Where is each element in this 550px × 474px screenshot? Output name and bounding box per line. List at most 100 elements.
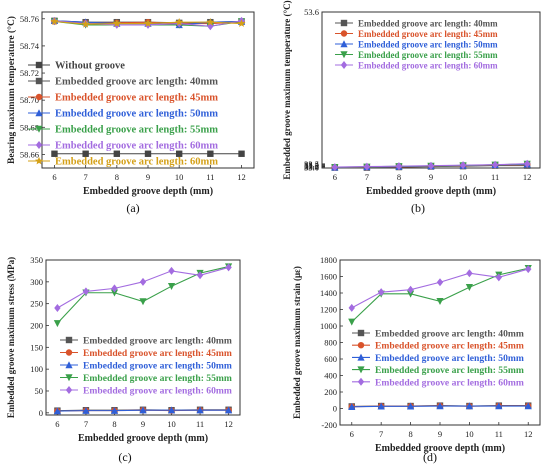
legend-marker <box>340 30 348 37</box>
data-point <box>436 402 444 410</box>
data-point <box>144 19 152 27</box>
legend: Embedded groove arc length: 40mmEmbedded… <box>60 336 232 397</box>
x-tick-label: 7 <box>365 172 369 182</box>
legend-marker <box>340 61 348 69</box>
data-series <box>331 159 531 172</box>
legend-marker <box>35 109 43 117</box>
legend-marker <box>35 125 43 133</box>
data-point <box>112 19 121 27</box>
y-tick-label: 53.6 <box>304 7 319 17</box>
x-axis-title: Embedded groove depth (mm) <box>375 443 505 454</box>
y-axis-title: Embedded groove maximum temperature (°C) <box>282 0 292 179</box>
data-point <box>377 288 385 297</box>
legend-label: Embedded groove arc length: 40mm <box>55 77 218 88</box>
x-tick-label: 6 <box>55 419 59 429</box>
x-tick-label: 6 <box>350 429 354 439</box>
legend-label: Embedded groove arc length: 45mm <box>55 93 218 104</box>
data-point <box>523 159 531 168</box>
data-point <box>465 402 474 410</box>
y-axis-title: Bearing maximum temperature (°C) <box>6 16 17 164</box>
legend-label: Embedded groove arc length: 60mm <box>55 141 218 152</box>
x-tick-label: 12 <box>237 172 246 182</box>
x-axis-title: Embedded groove depth (mm) <box>83 186 213 197</box>
panel-label: (d) <box>423 450 437 464</box>
y-tick-label: 33.0 <box>304 163 319 173</box>
x-tick-label: 12 <box>523 172 532 182</box>
data-point <box>225 263 232 272</box>
data-point <box>238 150 245 157</box>
data-point <box>331 163 339 172</box>
x-tick-label: 7 <box>379 429 383 439</box>
legend-label: Embedded groove arc length: 60mm <box>375 377 524 388</box>
y-tick-label: 58.70 <box>20 95 39 105</box>
panel-label: (a) <box>126 201 139 215</box>
x-tick-label: 9 <box>438 429 442 439</box>
x-tick-label: 12 <box>224 419 233 429</box>
x-tick-label: 8 <box>408 429 412 439</box>
chart-panel: 6 7 8 9 10 11 12 -200 0 200 400 600 800 1000 1200 1400 1… <box>292 255 541 464</box>
legend-label: Embedded groove arc length: 45mm <box>358 29 498 39</box>
data-point <box>407 285 414 294</box>
data-point <box>111 284 118 293</box>
data-point <box>466 269 473 278</box>
y-tick-label: 0 <box>39 408 43 418</box>
legend-marker <box>340 40 348 48</box>
y-tick-label: 100 <box>30 364 43 374</box>
data-point <box>348 318 356 326</box>
y-tick-label: 250 <box>30 299 43 309</box>
legend-label: Embedded groove arc length: 45mm <box>83 348 232 359</box>
chart-panel: 6 7 8 9 10 11 12 0 50 100 150 200 250 300 350 Embedded … <box>6 255 241 464</box>
y-tick-label: 33.1 <box>304 162 319 172</box>
data-point <box>110 406 119 414</box>
data-point <box>395 162 403 171</box>
data-series <box>51 150 245 157</box>
data-point <box>196 406 204 414</box>
y-tick-label: 600 <box>324 354 337 364</box>
data-point <box>363 162 371 171</box>
data-series <box>348 265 532 312</box>
legend-label: Embedded groove arc length: 45mm <box>375 341 524 352</box>
y-tick-label: 350 <box>30 255 43 265</box>
data-point <box>139 406 147 414</box>
legend-marker <box>35 77 43 85</box>
x-tick-label: 12 <box>524 429 533 439</box>
y-tick-label: 1400 <box>320 288 337 298</box>
data-point <box>54 304 61 313</box>
data-point <box>110 289 119 297</box>
legend-marker <box>340 51 348 59</box>
x-tick-label: 10 <box>175 172 184 182</box>
y-tick-label: 1600 <box>320 272 337 282</box>
legend-marker <box>340 19 348 27</box>
legend-label: Embedded groove arc length: 55mm <box>358 50 498 60</box>
legend-label: Embedded groove arc length: 60mm <box>358 61 498 71</box>
panel-label: (c) <box>118 450 131 464</box>
legend-marker <box>357 329 365 337</box>
data-point <box>495 273 503 282</box>
legend-marker <box>65 374 73 382</box>
y-tick-label: 800 <box>324 338 337 348</box>
data-point <box>224 406 233 414</box>
data-point <box>237 19 246 27</box>
data-point <box>377 402 385 410</box>
data-point <box>406 402 415 410</box>
x-tick-label: 11 <box>491 172 499 182</box>
legend-marker <box>35 61 43 69</box>
data-point <box>50 17 59 25</box>
legend-label: Embedded groove arc length: 55mm <box>375 365 524 376</box>
data-point <box>525 265 532 274</box>
data-point <box>495 402 503 410</box>
legend-marker <box>357 377 365 386</box>
data-point <box>348 303 355 312</box>
x-tick-label: 11 <box>196 419 204 429</box>
y-tick-label: 1200 <box>320 305 337 315</box>
legend-marker <box>35 93 43 101</box>
y-tick-label: 33.4 <box>304 160 320 170</box>
panel-label: (b) <box>411 201 425 215</box>
legend-label: Embedded groove arc length: 55mm <box>55 125 218 136</box>
legend-marker <box>357 353 365 361</box>
data-series <box>54 263 232 313</box>
data-point <box>167 282 176 290</box>
y-tick-label: 33.2 <box>304 161 319 171</box>
legend-marker <box>65 349 73 356</box>
